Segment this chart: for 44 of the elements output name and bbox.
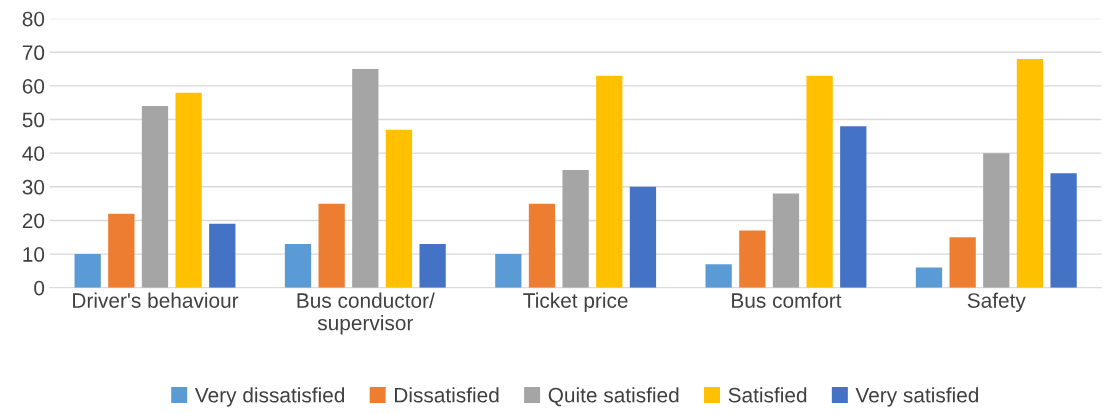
legend-label: Very satisfied (855, 387, 979, 407)
bar (705, 264, 732, 288)
y-tick-label: 60 (22, 78, 45, 94)
bar (209, 223, 236, 288)
bar (385, 129, 413, 288)
x-tick-label: Safety (967, 292, 1026, 313)
bar (629, 186, 657, 288)
bar (495, 254, 522, 288)
bar (806, 75, 833, 288)
bar (562, 170, 589, 288)
bar (528, 203, 556, 288)
legend-label: Quite satisfied (548, 387, 679, 407)
bar (772, 193, 800, 288)
bar (983, 153, 1010, 288)
bar (108, 213, 135, 288)
legend-label: Dissatisfied (395, 387, 499, 403)
bar (596, 75, 623, 288)
x-tick-label: Ticket price (523, 292, 628, 313)
x-tick-label: Bus comfort (732, 292, 842, 308)
y-tick-label: 50 (22, 112, 45, 128)
legend-label: Very dissatisfied (194, 387, 345, 407)
y-tick-label: 70 (22, 45, 45, 61)
bar (318, 203, 345, 288)
bar (915, 267, 943, 288)
y-tick-label: 30 (22, 179, 45, 195)
bar (141, 106, 169, 288)
bar (74, 254, 101, 288)
bar (949, 237, 976, 288)
x-tick-label: Driver's behaviour (73, 292, 239, 308)
bar (739, 230, 766, 288)
bar (840, 126, 867, 288)
bar (419, 244, 446, 288)
bar (175, 92, 202, 288)
bar (352, 69, 379, 288)
legend-label: Satisfied (728, 387, 807, 403)
x-tick-label: Bus conductor/ supervisor (297, 292, 435, 335)
bar (284, 244, 312, 288)
y-tick-label: 10 (23, 247, 45, 262)
y-tick-label: 80 (22, 11, 45, 27)
y-tick-label: 20 (22, 213, 45, 229)
y-tick-label: 0 (34, 280, 45, 296)
bar (1016, 59, 1044, 288)
bar (1050, 173, 1077, 288)
y-tick-label: 40 (22, 146, 45, 161)
